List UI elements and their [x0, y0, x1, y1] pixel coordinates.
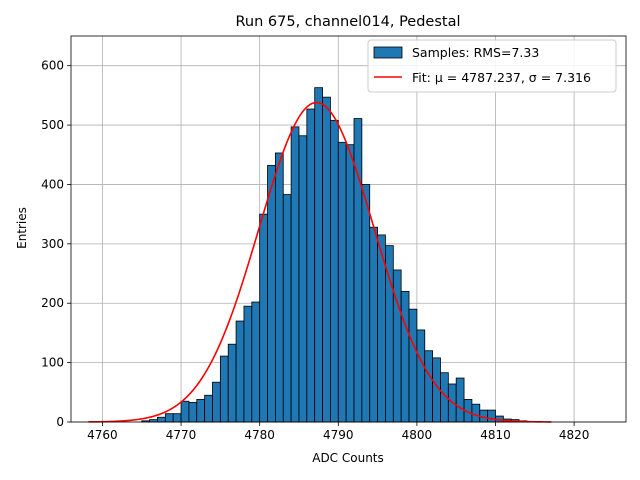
histogram-bar — [455, 377, 465, 423]
histogram-bar — [172, 413, 182, 423]
histogram-bar — [298, 135, 308, 423]
y-tick-label: 200 — [41, 296, 64, 310]
chart-title: Run 675, channel014, Pedestal — [235, 14, 460, 30]
y-tick-label: 0 — [56, 415, 64, 429]
histogram-bar — [274, 152, 284, 423]
histogram-bar — [188, 402, 198, 423]
histogram-bar — [204, 394, 213, 423]
fit-curve-layer — [88, 101, 552, 423]
histogram-bar — [337, 141, 347, 423]
histogram-bar — [306, 108, 316, 423]
legend: Samples: RMS=7.33 Fit: μ = 4787.237, σ =… — [367, 39, 617, 93]
x-tick-label: 4760 — [87, 428, 118, 442]
histogram-bar — [259, 213, 268, 423]
y-axis-label: Entries — [15, 207, 29, 249]
histogram-bar — [361, 184, 371, 423]
histogram-bar — [282, 194, 292, 423]
histogram-bar — [219, 355, 229, 423]
axis-ticks: 4760 4770 4780 4790 4800 4810 4820 0 100 200 300 40… — [41, 59, 589, 442]
histogram-bar — [487, 409, 496, 423]
histogram-bar — [424, 350, 434, 423]
x-tick-label: 4810 — [480, 428, 511, 442]
histogram-bar — [353, 118, 363, 423]
y-tick-label: 500 — [41, 118, 64, 132]
y-tick-label: 400 — [41, 177, 64, 191]
histogram-bar — [322, 96, 331, 423]
histogram-bar — [290, 126, 300, 423]
gaussian-fit-curve — [88, 101, 552, 423]
legend-label-fit: Fit: μ = 4787.237, σ = 7.316 — [412, 70, 591, 85]
histogram-bar — [196, 399, 206, 423]
histogram-bar — [369, 226, 378, 423]
histogram-bar — [330, 119, 339, 423]
x-tick-label: 4820 — [559, 428, 590, 442]
histogram-bar — [314, 87, 323, 423]
histogram-bar — [180, 400, 190, 423]
x-tick-label: 4790 — [323, 428, 354, 442]
y-tick-label: 600 — [41, 59, 64, 73]
histogram-bar — [251, 301, 261, 423]
histogram-bar — [267, 165, 276, 423]
plot-frame — [70, 35, 627, 423]
y-tick-label: 100 — [41, 356, 64, 370]
histogram-bar — [471, 403, 481, 423]
x-axis-label: ADC Counts — [312, 451, 384, 465]
histogram-bar — [408, 308, 418, 423]
legend-box — [367, 39, 617, 93]
histogram-bar — [227, 343, 237, 423]
histogram-bar — [157, 416, 166, 423]
y-tick-label: 300 — [41, 237, 64, 251]
x-tick-label: 4800 — [402, 428, 433, 442]
x-tick-label: 4770 — [166, 428, 197, 442]
x-tick-label: 4780 — [244, 428, 275, 442]
histogram-bar — [243, 305, 253, 423]
histogram-bars — [141, 87, 536, 423]
histogram-bar — [345, 144, 355, 423]
histogram-bar — [400, 290, 410, 423]
legend-swatch-samples — [373, 46, 403, 59]
legend-label-samples: Samples: RMS=7.33 — [412, 45, 539, 60]
histogram-bar — [212, 381, 221, 423]
histogram-bar — [235, 320, 245, 423]
histogram-bar — [416, 329, 426, 423]
histogram-bar — [164, 413, 174, 423]
